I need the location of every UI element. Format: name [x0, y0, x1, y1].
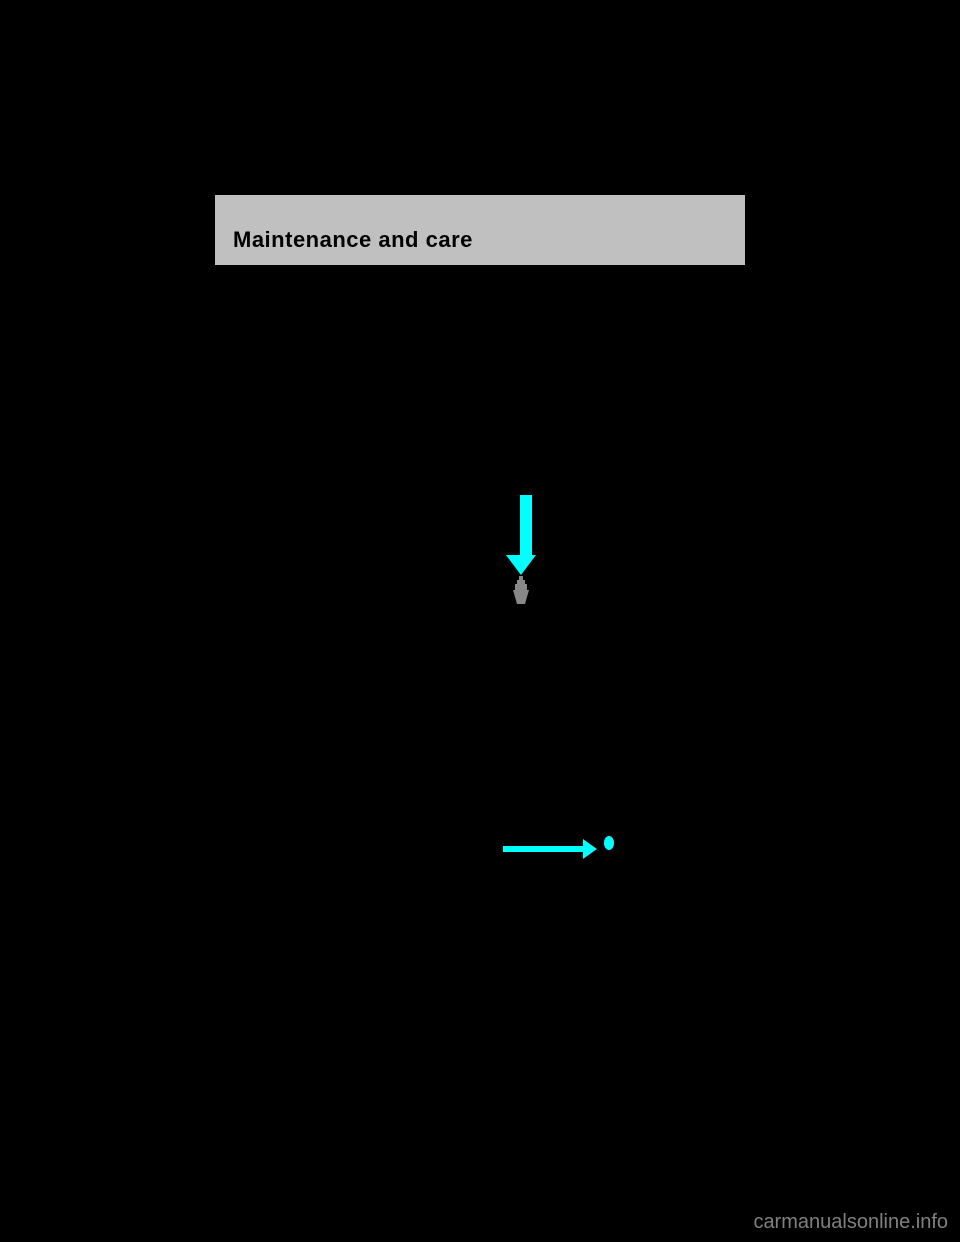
arrow-down-head — [506, 555, 536, 575]
section-title: Maintenance and care — [233, 227, 473, 253]
bulb-icon — [511, 576, 531, 606]
arrow-right-indicator — [503, 839, 597, 859]
watermark-text: carmanualsonline.info — [753, 1211, 948, 1234]
section-header: Maintenance and care — [215, 195, 745, 265]
arrow-down-line — [520, 495, 532, 555]
arrow-down-indicator — [515, 495, 536, 575]
arrow-right-line — [503, 846, 583, 852]
arrow-right-head — [583, 839, 597, 859]
target-dot — [604, 836, 614, 850]
